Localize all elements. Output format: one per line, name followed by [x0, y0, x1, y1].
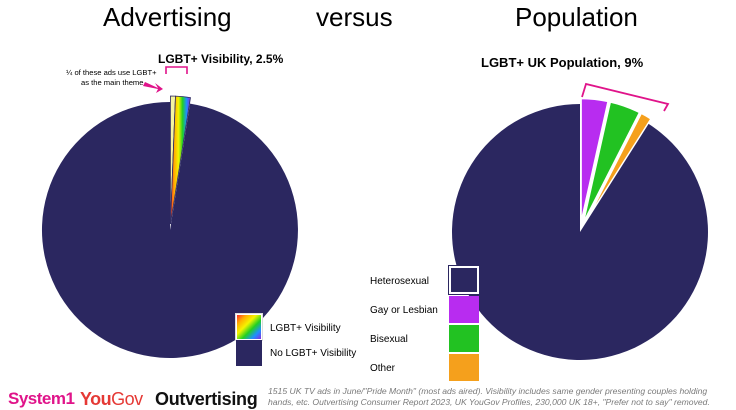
legend-swatch-rainbow: [235, 313, 263, 341]
population-pie: [451, 96, 708, 360]
yougov-logo-you: You: [80, 389, 112, 409]
system1-logo: System1: [8, 389, 75, 408]
left-annotation: LGBT+ Visibility, 2.5%: [158, 52, 284, 66]
left-chart-title: Advertising: [103, 2, 232, 32]
legend-swatch-navy: [448, 265, 480, 295]
legend-label: Bisexual: [370, 334, 408, 345]
right-annotation-bracket: [581, 82, 670, 112]
right-annotation: LGBT+ UK Population, 9%: [481, 55, 644, 70]
legend-label: Gay or Lesbian: [370, 305, 438, 316]
legend-label: LGBT+ Visibility: [270, 323, 341, 334]
yougov-logo: YouGov: [80, 389, 143, 410]
legend-swatch-orange: [449, 354, 479, 381]
left-annotation-bracket: [165, 66, 188, 74]
charts-canvas: LGBT+ Visibility, 2.5% ¼ of these ads us…: [41, 52, 708, 360]
pie-slice-heterosexual: [451, 103, 708, 360]
pie-slice-no-lgbt-visibility: [41, 102, 298, 358]
left-note-arrow: [143, 82, 163, 93]
legend-swatch-green: [449, 325, 479, 352]
legend-swatch-navy: [236, 340, 262, 366]
legend-label: Heterosexual: [370, 276, 429, 287]
legend-label: Other: [370, 363, 396, 374]
outvertising-logo: Outvertising: [155, 389, 258, 409]
yougov-logo-gov: Gov: [111, 389, 143, 409]
pie-slice-lgbt-visibility: [170, 95, 191, 225]
versus-title: versus: [316, 2, 393, 32]
right-chart-title: Population: [515, 2, 638, 32]
left-side-note-line-1: ¼ of these ads use LGBT+: [66, 68, 157, 77]
source-footnote: 1515 UK TV ads in June/"Pride Month" (mo…: [268, 386, 710, 407]
pie-slice-other: [581, 111, 654, 228]
legend-label: No LGBT+ Visibility: [270, 348, 357, 359]
advertising-pie: [41, 95, 298, 358]
legend-swatch-purple: [449, 296, 479, 323]
left-side-note-line-2: as the main theme.: [81, 78, 146, 87]
pie-slice-gay-or-lesbian: [579, 96, 611, 227]
